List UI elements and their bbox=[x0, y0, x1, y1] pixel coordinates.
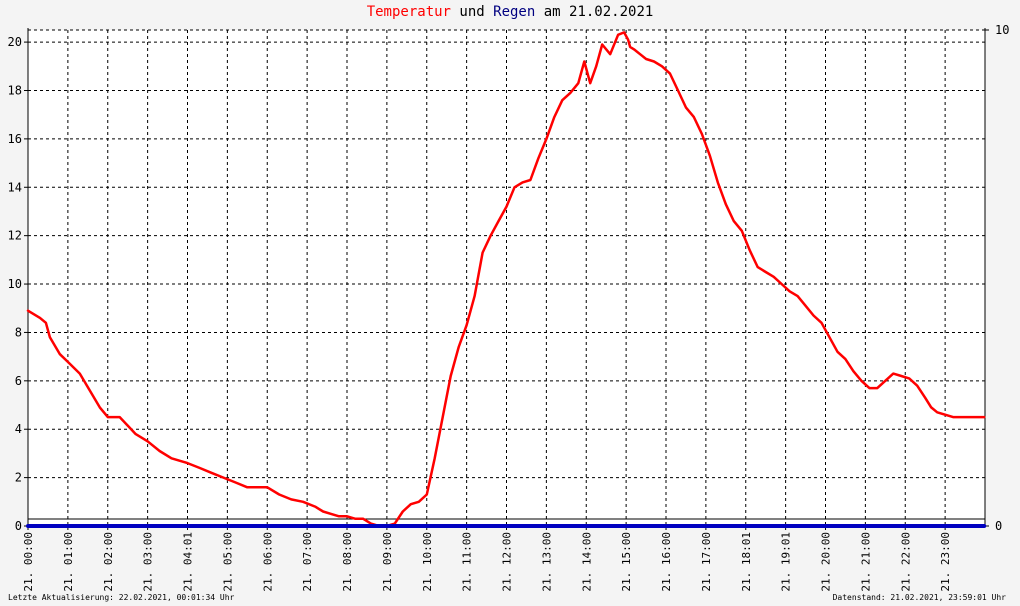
x-tick-label: 21. 21:00 bbox=[859, 532, 872, 592]
title-regen: Regen bbox=[493, 4, 536, 20]
y-left-tick-label: 4 bbox=[15, 422, 22, 436]
title-temperatur: Temperatur bbox=[366, 4, 451, 20]
y-right-tick-label: 0 bbox=[995, 519, 1002, 533]
x-tick-label: 21. 02:00 bbox=[102, 532, 115, 592]
chart-title: Temperatur und Regen am 21.02.2021 bbox=[0, 4, 1020, 20]
y-left-tick-label: 6 bbox=[15, 374, 22, 388]
y-right-tick-label: 10 bbox=[995, 23, 1009, 37]
y-left-tick-label: 10 bbox=[8, 277, 22, 291]
y-left-tick-label: 0 bbox=[15, 519, 22, 533]
y-left-tick-label: 8 bbox=[15, 325, 22, 339]
series-line-temperatur bbox=[26, 31, 986, 528]
x-tick-label: 21. 01:00 bbox=[62, 532, 75, 592]
x-tick-label: 21. 23:00 bbox=[939, 532, 952, 592]
x-tick-label: 21. 22:00 bbox=[899, 532, 912, 592]
last-update-text: Letzte Aktualisierung: 22.02.2021, 00:01… bbox=[8, 593, 235, 602]
x-tick-label: 21. 03:00 bbox=[142, 532, 155, 592]
y-left-tick-label: 18 bbox=[8, 83, 22, 97]
y-left-tick-label: 20 bbox=[8, 35, 22, 49]
data-series bbox=[26, 31, 987, 528]
y-axis-right-labels: 0 10 bbox=[985, 23, 1009, 533]
y-left-tick-label: 12 bbox=[8, 229, 22, 243]
x-tick-label: 21. 07:00 bbox=[301, 532, 314, 592]
x-tick-label: 21. 17:00 bbox=[700, 532, 713, 592]
x-tick-label: 21. 08:00 bbox=[341, 532, 354, 592]
x-tick-label: 21. 09:00 bbox=[381, 532, 394, 592]
grid-lines bbox=[28, 29, 985, 526]
x-tick-label: 21. 05:00 bbox=[221, 532, 234, 592]
x-axis-labels: 21. 00:00 21. 01:00 21. 02:00 21. 03:00 21. … bbox=[22, 526, 952, 592]
x-tick-label: 21. 11:00 bbox=[461, 532, 474, 592]
x-tick-label: 21. 00:00 bbox=[22, 532, 35, 592]
title-date: am 21.02.2021 bbox=[535, 4, 654, 20]
data-status-text: Datenstand: 21.02.2021, 23:59:01 Uhr bbox=[832, 593, 1006, 602]
y-left-tick-label: 2 bbox=[15, 471, 22, 485]
y-axis-left-labels: 0 2 4 6 8 10 12 14 16 18 20 bbox=[8, 35, 28, 533]
title-und: und bbox=[450, 4, 494, 20]
x-tick-label: 21. 13:00 bbox=[540, 532, 553, 592]
x-tick-label: 21. 14:00 bbox=[580, 532, 593, 592]
x-tick-label: 21. 12:00 bbox=[501, 532, 514, 592]
x-tick-label: 21. 20:00 bbox=[820, 532, 833, 592]
x-tick-label: 21. 15:00 bbox=[620, 532, 633, 592]
x-tick-label: 21. 16:00 bbox=[660, 532, 673, 592]
x-tick-label: 21. 18:01 bbox=[740, 532, 753, 592]
x-tick-label: 21. 10:00 bbox=[421, 532, 434, 592]
x-tick-label: 21. 19:01 bbox=[780, 532, 793, 592]
x-tick-label: 21. 06:00 bbox=[261, 532, 274, 592]
y-left-tick-label: 16 bbox=[8, 132, 22, 146]
y-left-tick-label: 14 bbox=[8, 180, 22, 194]
x-tick-label: 21. 04:01 bbox=[182, 532, 195, 592]
